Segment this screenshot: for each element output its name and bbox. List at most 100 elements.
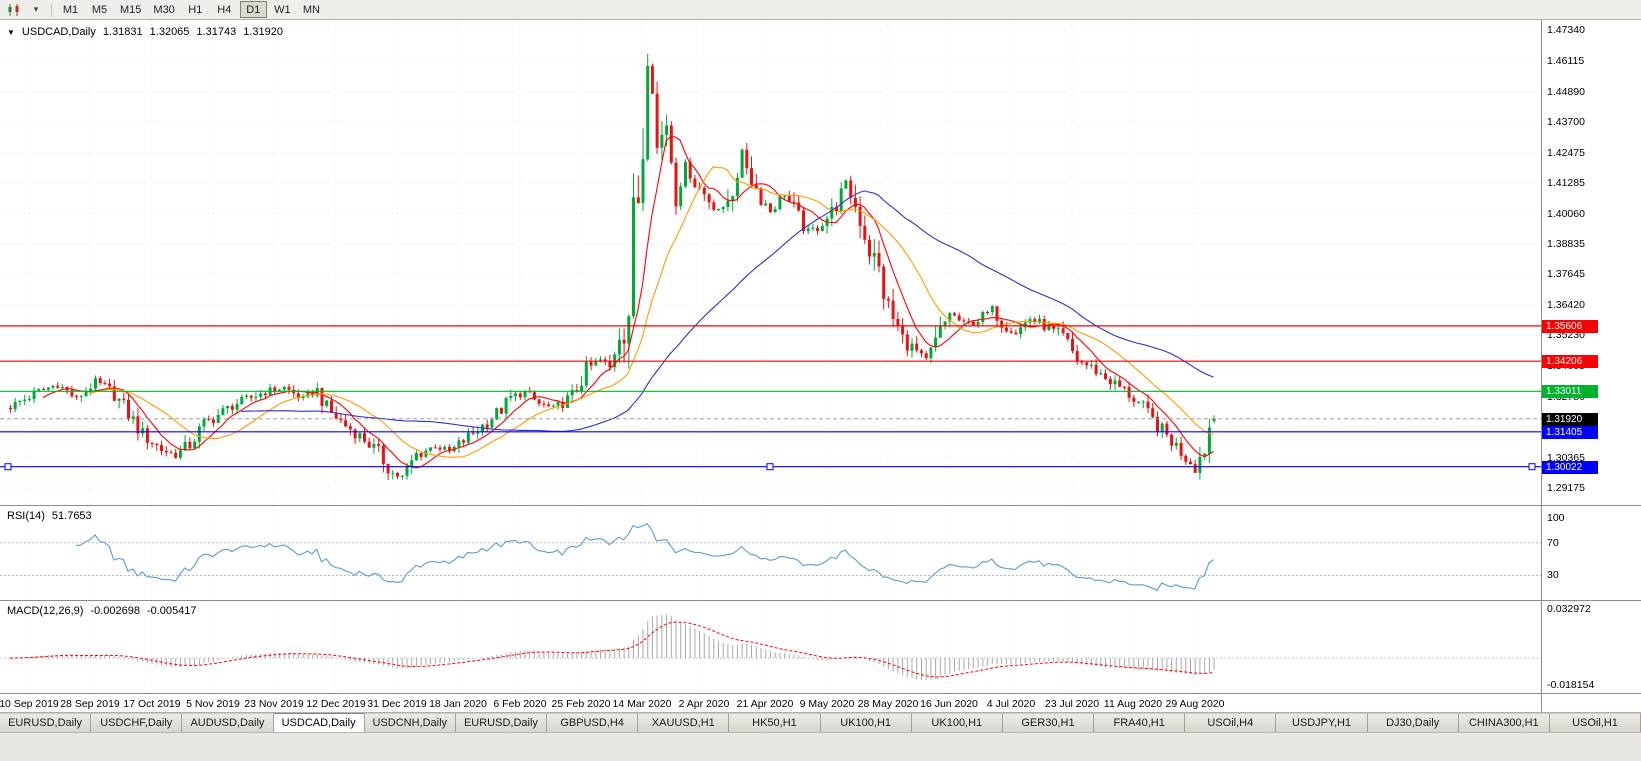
macd-title: MACD(12,26,9) -0.002698 -0.005417 <box>7 605 197 617</box>
macd-indicator-panel[interactable]: MACD(12,26,9) -0.002698 -0.005417 <box>0 601 1541 694</box>
date-axis-label: 12 Dec 2019 <box>306 698 366 710</box>
chart-tab-china300-h1[interactable]: CHINA300,H1 <box>1458 713 1550 732</box>
date-axis-label: 9 May 2020 <box>799 698 855 710</box>
price-axis-label: 1.36420 <box>1547 299 1585 311</box>
level-price-tag: 1.31405 <box>1542 426 1598 439</box>
price-axis[interactable]: 1.47340 1.46115 1.44890 1.43700 1.42475 1.412… <box>1541 20 1641 712</box>
chart-tab-ger30-h1[interactable]: GER30,H1 <box>1002 713 1095 732</box>
macd-name: MACD(12,26,9) <box>7 605 84 617</box>
date-axis-label: 10 Sep 2019 <box>0 698 59 710</box>
rsi-axis-label: 70 <box>1547 537 1559 549</box>
date-axis-label: 11 Aug 2020 <box>1103 698 1163 710</box>
symbol-period-label: USDCAD,Daily <box>21 26 96 38</box>
chart-plots: ▼ USDCAD,Daily 1.31831 1.32065 1.31743 1… <box>0 20 1541 712</box>
chart-tab-usdjpy-h1[interactable]: USDJPY,H1 <box>1276 713 1368 732</box>
date-axis[interactable]: 10 Sep 2019 28 Sep 2019 17 Oct 2019 5 Nov 2… <box>0 694 1541 712</box>
timeframe-button-m1[interactable]: M1 <box>57 1 84 18</box>
ohlc-close: 1.31920 <box>243 26 283 38</box>
date-axis-label: 18 Jan 2020 <box>429 698 487 710</box>
candlestick-chart-icon[interactable] <box>3 1 25 18</box>
timeframe-button-d1[interactable]: D1 <box>239 1 267 18</box>
current-price-tag: 1.31920 <box>1542 413 1598 426</box>
rsi-value: 51.7653 <box>51 510 92 522</box>
price-axis-label: 1.44890 <box>1547 86 1585 98</box>
window-bottom-strip <box>0 732 1641 761</box>
date-axis-label: 25 Feb 2020 <box>551 698 611 710</box>
axis-panel-divider <box>1542 693 1641 694</box>
chart-tab-uk100-h1[interactable]: UK100,H1 <box>911 713 1003 732</box>
date-axis-label: 6 Feb 2020 <box>493 698 547 710</box>
toolbar-separator <box>51 2 52 17</box>
chart-tab-fra40-h1[interactable]: FRA40,H1 <box>1094 713 1186 732</box>
chart-title: ▼ USDCAD,Daily 1.31831 1.32065 1.31743 1… <box>7 26 283 38</box>
chart-tab-usdcnh-daily[interactable]: USDCNH,Daily <box>364 713 456 732</box>
rsi-indicator-panel[interactable]: RSI(14) 51.7653 <box>0 506 1541 601</box>
timeframe-button-w1[interactable]: W1 <box>269 1 296 18</box>
level-price-tag: 1.30022 <box>1542 461 1598 474</box>
date-axis-label: 28 Sep 2019 <box>60 698 120 710</box>
level-price-tag: 1.35606 <box>1542 320 1598 333</box>
macd-axis-label: -0.018154 <box>1547 679 1595 691</box>
axis-panel-divider <box>1542 600 1641 601</box>
chart-window: ▼ USDCAD,Daily 1.31831 1.32065 1.31743 1… <box>0 20 1641 712</box>
chart-tab-usdcad-daily[interactable]: USDCAD,Daily <box>273 713 365 732</box>
date-axis-label: 4 Jul 2020 <box>986 698 1036 710</box>
date-axis-label: 2 Apr 2020 <box>678 698 730 710</box>
main-chart-panel[interactable]: ▼ USDCAD,Daily 1.31831 1.32065 1.31743 1… <box>0 20 1541 506</box>
chart-tab-xauusd-h1[interactable]: XAUUSD,H1 <box>638 713 730 732</box>
candlestick-canvas[interactable] <box>0 20 1541 505</box>
price-axis-label: 1.46115 <box>1547 55 1585 67</box>
line-selection-handle[interactable] <box>1528 463 1536 471</box>
ohlc-open: 1.31831 <box>102 26 143 38</box>
macd-axis-label: 0.032972 <box>1547 603 1591 615</box>
date-axis-label: 14 Mar 2020 <box>612 698 672 710</box>
price-axis-label: 1.29175 <box>1547 482 1585 494</box>
chart-type-dropdown-icon[interactable]: ▾ <box>33 4 39 14</box>
candlestick-glyph <box>8 3 19 16</box>
line-selection-handle[interactable] <box>4 463 12 471</box>
chart-tab-usoil-h4[interactable]: USOil,H4 <box>1185 713 1277 732</box>
date-axis-label: 16 Jun 2020 <box>920 698 978 710</box>
top-toolbar: ▾ M1 M5 M15 M30 H1 H4 D1 W1 MN <box>0 0 1641 20</box>
timeframe-button-mn[interactable]: MN <box>298 1 325 18</box>
level-price-tag: 1.33011 <box>1542 385 1598 398</box>
ohlc-high: 1.32065 <box>149 26 190 38</box>
timeframe-button-h1[interactable]: H1 <box>182 1 209 18</box>
chart-tab-bar: EURUSD,Daily USDCHF,Daily AUDUSD,Daily USDC… <box>0 712 1641 732</box>
date-axis-label: 28 May 2020 <box>857 698 919 710</box>
line-selection-handle[interactable] <box>766 463 774 471</box>
date-axis-label: 21 Apr 2020 <box>736 698 794 710</box>
chart-tab-eurusd-daily[interactable]: EURUSD,Daily <box>455 713 548 732</box>
date-axis-label: 23 Nov 2019 <box>244 698 304 710</box>
level-price-tag: 1.34206 <box>1542 355 1598 368</box>
chart-tab-audusd-daily[interactable]: AUDUSD,Daily <box>182 713 274 732</box>
chart-tab-uk100-h1[interactable]: UK100,H1 <box>820 713 912 732</box>
price-axis-label: 1.42475 <box>1547 147 1585 159</box>
chart-tab-gbpusd-h4[interactable]: GBPUSD,H4 <box>547 713 639 732</box>
chart-tab-dj30-daily[interactable]: DJ30,Daily <box>1367 713 1459 732</box>
timeframe-button-h4[interactable]: H4 <box>211 1 238 18</box>
ohlc-low: 1.31743 <box>196 26 237 38</box>
timeframe-button-m15[interactable]: M15 <box>115 1 146 18</box>
date-axis-label: 17 Oct 2019 <box>123 698 181 710</box>
axis-panel-divider <box>1542 505 1641 506</box>
date-axis-label: 23 Jul 2020 <box>1044 698 1100 710</box>
rsi-axis-label: 100 <box>1547 512 1565 524</box>
date-axis-label: 31 Dec 2019 <box>367 698 427 710</box>
macd-canvas[interactable] <box>0 601 1541 693</box>
macd-main-value: -0.002698 <box>90 605 140 617</box>
price-axis-label: 1.41285 <box>1547 177 1585 189</box>
timeframe-button-m30[interactable]: M30 <box>148 1 179 18</box>
chart-tab-hk50-h1[interactable]: HK50,H1 <box>729 713 821 732</box>
timeframe-button-group: M1 M5 M15 M30 H1 H4 D1 W1 MN <box>56 1 326 18</box>
macd-signal-value: -0.005417 <box>146 605 197 617</box>
chart-tab-usdchf-daily[interactable]: USDCHF,Daily <box>91 713 183 732</box>
chart-tab-usoil-h1[interactable]: USOil,H1 <box>1549 713 1641 732</box>
chart-menu-icon[interactable]: ▼ <box>7 27 15 37</box>
rsi-axis-label: 30 <box>1547 569 1559 581</box>
price-axis-label: 1.38835 <box>1547 238 1585 250</box>
chart-tab-eurusd-daily[interactable]: EURUSD,Daily <box>0 713 92 732</box>
rsi-canvas[interactable] <box>0 506 1541 600</box>
price-axis-label: 1.37645 <box>1547 268 1585 280</box>
timeframe-button-m5[interactable]: M5 <box>86 1 113 18</box>
